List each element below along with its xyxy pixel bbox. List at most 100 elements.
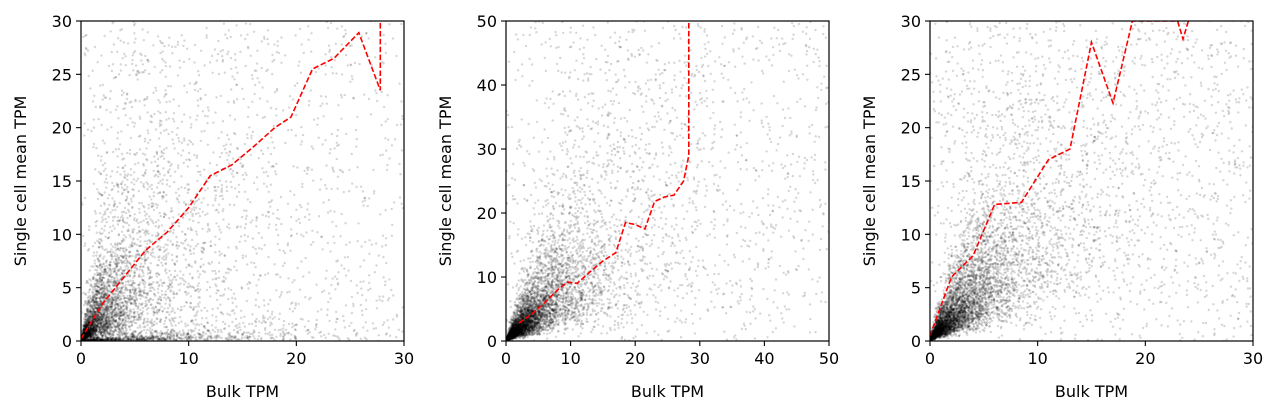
scatter-point — [303, 325, 306, 328]
scatter-point — [105, 208, 109, 211]
scatter-point — [106, 330, 109, 333]
scatter-point — [110, 253, 114, 256]
scatter-point — [132, 276, 135, 279]
scatter-point — [115, 265, 118, 268]
scatter-point — [96, 239, 99, 242]
scatter-point — [92, 328, 95, 331]
scatter-point — [109, 314, 112, 317]
scatter-point — [192, 329, 196, 332]
scatter-point — [138, 332, 141, 335]
scatter-point — [93, 330, 96, 333]
scatter-point — [142, 70, 145, 74]
scatter-point — [187, 264, 190, 267]
scatter-point — [124, 114, 127, 117]
scatter-point — [177, 201, 181, 204]
scatter-point — [254, 266, 257, 269]
scatter-point — [136, 310, 139, 314]
scatter-point — [138, 273, 141, 276]
scatter-point — [114, 257, 117, 261]
scatter-point — [171, 328, 174, 331]
scatter-point — [265, 15, 267, 17]
scatter-point — [125, 195, 129, 198]
scatter-point — [290, 302, 293, 305]
scatter-point — [156, 332, 159, 335]
scatter-point — [90, 330, 93, 333]
scatter-point — [151, 286, 155, 289]
scatter-point — [171, 309, 174, 312]
scatter-point — [219, 303, 222, 306]
scatter-point — [286, 291, 289, 294]
scatter-point — [88, 333, 91, 336]
scatter-point — [177, 224, 181, 228]
scatter-point — [214, 272, 217, 275]
scatter-point — [377, 334, 380, 337]
scatter-point — [89, 328, 92, 332]
scatter-point — [111, 317, 115, 320]
scatter-point — [343, 256, 347, 259]
scatter-point — [104, 177, 108, 181]
scatter-point — [206, 143, 210, 146]
scatter-point — [92, 337, 95, 340]
scatter-point — [174, 316, 177, 320]
scatter-point — [215, 292, 218, 295]
scatter-point — [117, 269, 120, 273]
scatter-point — [113, 279, 116, 282]
scatter-point — [189, 199, 193, 202]
scatter-point — [92, 276, 95, 280]
scatter-point — [291, 281, 294, 284]
scatter-point — [334, 42, 337, 46]
scatter-point — [193, 202, 196, 205]
scatter-point — [280, 291, 283, 294]
scatter-point — [170, 324, 174, 327]
scatter-point — [138, 338, 141, 341]
scatter-point — [83, 324, 86, 327]
scatter-point — [197, 70, 200, 73]
scatter-point — [113, 337, 116, 340]
scatter-point — [108, 316, 112, 319]
scatter-point — [193, 43, 197, 47]
scatter-point — [83, 196, 87, 200]
scatter-point — [209, 244, 213, 248]
scatter-point — [130, 337, 133, 341]
scatter-point — [100, 336, 103, 340]
scatter-point — [252, 273, 255, 276]
scatter-point — [266, 37, 269, 41]
scatter-point — [183, 186, 187, 190]
scatter-point — [165, 183, 169, 186]
scatter-point — [146, 323, 149, 327]
scatter-point — [108, 269, 111, 272]
scatter-point — [123, 188, 126, 191]
scatter-point — [167, 44, 170, 47]
scatter-point — [89, 283, 93, 286]
scatter-point — [85, 323, 88, 326]
scatter-point — [255, 69, 258, 72]
scatter-point — [88, 225, 91, 228]
scatter-point — [134, 256, 137, 260]
scatter-point — [99, 287, 102, 291]
scatter-point — [84, 337, 87, 340]
scatter-point — [158, 211, 161, 215]
scatter-point — [368, 281, 371, 284]
scatter-point — [226, 133, 229, 137]
scatter-point — [177, 152, 180, 155]
scatter-point — [126, 178, 129, 181]
scatter-point — [159, 155, 162, 158]
scatter-point — [157, 285, 160, 288]
scatter-point — [168, 313, 171, 316]
scatter-point — [211, 269, 214, 273]
scatter-point — [139, 308, 142, 311]
scatter-point — [361, 190, 365, 193]
scatter-point — [83, 337, 87, 341]
scatter-point — [172, 120, 176, 123]
scatter-point — [81, 329, 84, 332]
scatter-point — [289, 338, 292, 341]
scatter-point — [222, 275, 225, 279]
scatter-point — [206, 222, 210, 225]
scatter-point — [327, 332, 330, 335]
scatter-point — [118, 274, 122, 277]
scatter-point — [102, 262, 105, 265]
scatter-point — [132, 195, 135, 198]
scatter-point — [105, 173, 108, 177]
scatter-point — [85, 333, 88, 336]
scatter-point — [263, 328, 267, 331]
